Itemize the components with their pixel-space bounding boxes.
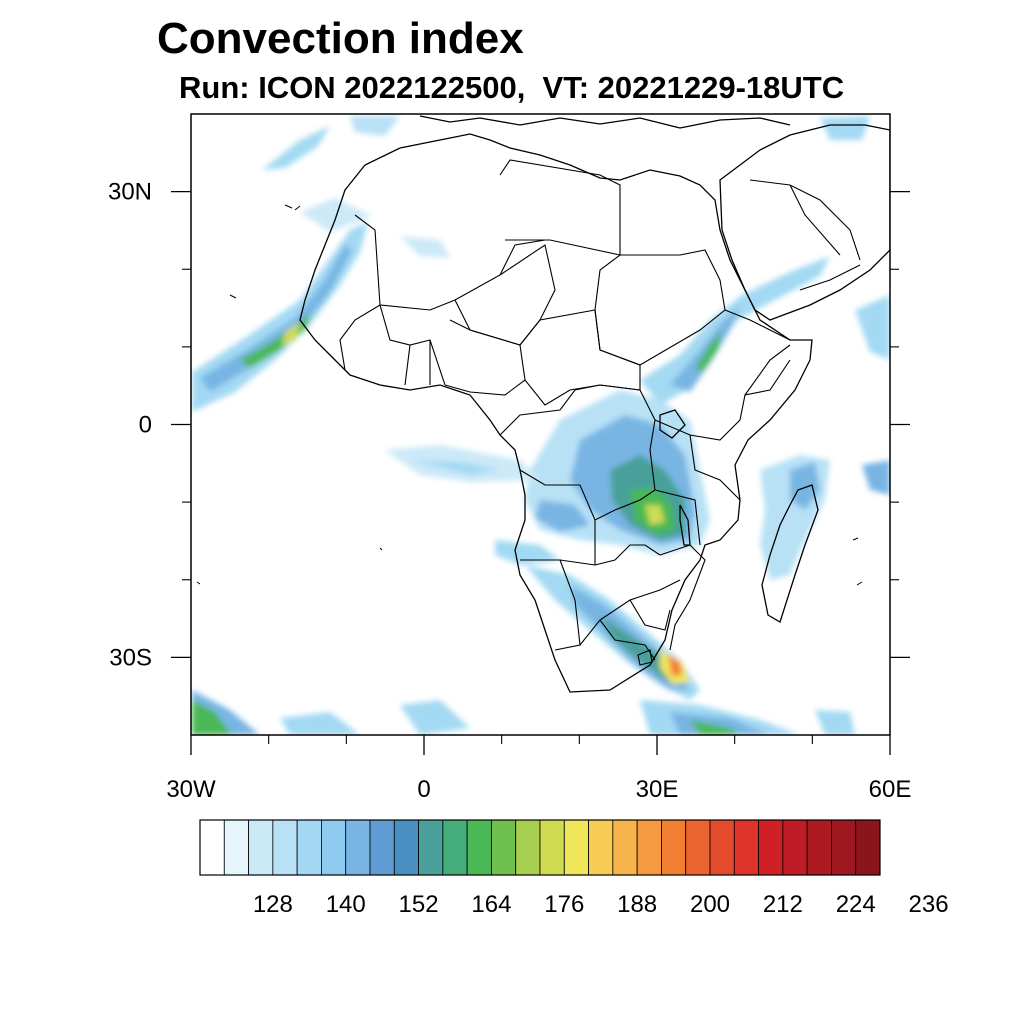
colorbar-label: 164 xyxy=(471,891,511,918)
x-tick-label: 60E xyxy=(869,776,912,803)
colorbar-swatch xyxy=(393,819,419,876)
europe-coastline xyxy=(419,115,791,129)
colorbar-swatch xyxy=(758,819,784,876)
colorbar-label: 140 xyxy=(326,891,366,918)
y-tick-label: 0 xyxy=(139,412,152,439)
colorbar-swatch xyxy=(296,819,322,876)
colorbar-swatch xyxy=(515,819,541,876)
colorbar-swatch xyxy=(636,819,662,876)
colorbar-swatch xyxy=(321,819,347,876)
colorbar-swatch xyxy=(782,819,808,876)
colorbar-swatch xyxy=(563,819,589,876)
colorbar-frame xyxy=(199,819,881,876)
chart-subtitle: Run: ICON 2022122500, VT: 20221229-18UTC xyxy=(179,70,845,105)
border-horn xyxy=(724,309,791,396)
x-tick-label: 30E xyxy=(636,776,679,803)
africa-coastline xyxy=(299,133,813,693)
border-mozambique xyxy=(659,544,706,651)
colorbar-label: 188 xyxy=(617,891,657,918)
colorbar-label: 200 xyxy=(690,891,730,918)
colorbar-swatch xyxy=(442,819,468,876)
border-east-africa xyxy=(654,359,791,546)
border-west-africa xyxy=(339,304,446,386)
colorbar-label: 176 xyxy=(544,891,584,918)
colorbar-swatch xyxy=(685,819,711,876)
colorbar-swatch xyxy=(733,819,759,876)
colorbar-swatch xyxy=(831,819,857,876)
madagascar-coastline xyxy=(761,484,819,623)
convection-band-east-africa xyxy=(640,256,830,405)
colorbar-swatch xyxy=(369,819,395,876)
colorbar-label: 152 xyxy=(399,891,439,918)
colorbar-swatch xyxy=(199,819,225,876)
y-tick-label: 30S xyxy=(109,644,152,671)
colorbar-swatch xyxy=(661,819,687,876)
chart-title: Convection index xyxy=(157,14,524,63)
colorbar-swatch xyxy=(491,819,517,876)
colorbar-label: 128 xyxy=(253,891,293,918)
convection-field xyxy=(192,116,890,735)
border-algeria-mali xyxy=(354,214,546,311)
lake-malawi xyxy=(679,504,691,546)
x-tick-label: 0 xyxy=(417,776,430,803)
country-borders xyxy=(339,159,861,666)
border-southern-africa xyxy=(579,579,681,666)
colorbar-swatch xyxy=(588,819,614,876)
colorbar-swatch xyxy=(223,819,249,876)
border-nigeria xyxy=(444,319,526,396)
colorbar-label: 212 xyxy=(763,891,803,918)
colorbar-swatch xyxy=(709,819,735,876)
x-tick-label: 30W xyxy=(166,776,216,803)
colorbar: 128 140 152 164 176 188 200 212 224 236 xyxy=(199,819,949,918)
colorbar-label: 236 xyxy=(909,891,949,918)
colorbar-swatch xyxy=(248,819,274,876)
y-tick-label: 30N xyxy=(108,179,152,206)
border-sudan xyxy=(594,249,726,366)
border-libya-egypt xyxy=(499,159,621,256)
map-axes: 30W 0 30E 60E 30N 0 30S xyxy=(108,179,912,803)
colorbar-swatch xyxy=(272,819,298,876)
colorbar-swatch xyxy=(418,819,444,876)
colorbar-swatch xyxy=(345,819,371,876)
border-congo-drc xyxy=(499,384,656,521)
border-arabia xyxy=(749,179,861,291)
small-islands xyxy=(196,204,863,586)
colorbar-swatch xyxy=(855,819,881,876)
colorbar-swatch xyxy=(806,819,832,876)
coastlines xyxy=(299,115,890,693)
border-cameroon-car xyxy=(519,309,641,406)
border-angola-namibia xyxy=(520,520,661,651)
colorbar-swatch xyxy=(539,819,565,876)
lake-victoria xyxy=(659,409,686,439)
arabia-coastline xyxy=(719,124,890,321)
colorbar-label: 224 xyxy=(836,891,876,918)
colorbar-swatch xyxy=(466,819,492,876)
plot-frame xyxy=(190,113,891,736)
colorbar-swatch xyxy=(612,819,638,876)
